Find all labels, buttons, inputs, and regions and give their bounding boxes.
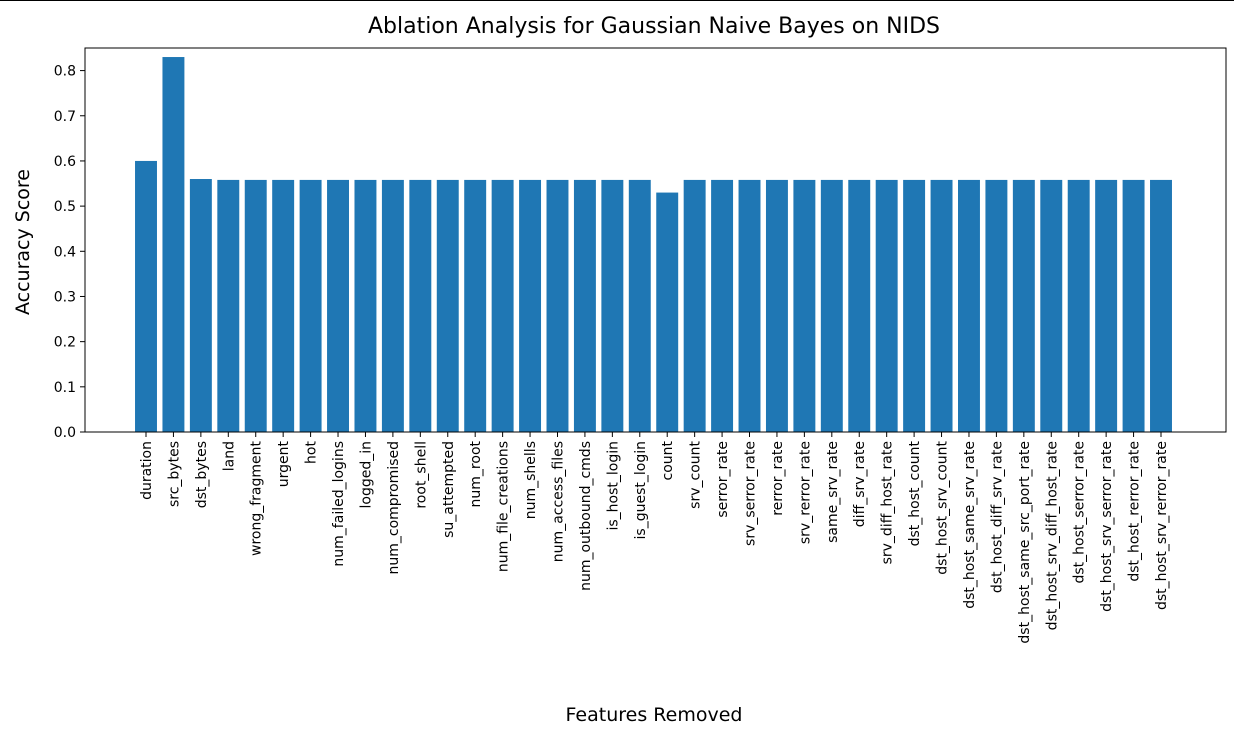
x-tick-label: num_shells xyxy=(523,441,539,519)
bar-srv-count xyxy=(683,179,706,432)
bar-count xyxy=(656,192,679,432)
x-tick-label: num_outbound_cmds xyxy=(578,441,594,591)
x-tick-label: is_guest_login xyxy=(633,441,649,539)
x-tick-label: dst_host_count xyxy=(907,440,923,546)
bar-dst-host-srv-rerror-rate xyxy=(1150,179,1172,432)
x-tick-label: num_access_files xyxy=(550,441,566,562)
bar-src-bytes xyxy=(162,57,185,433)
bar-num-outbound-cmds xyxy=(573,179,596,432)
bar-dst-host-srv-diff-host-rate xyxy=(1040,179,1063,432)
x-tick-label: num_failed_logins xyxy=(331,441,347,567)
x-tick-label: srv_diff_host_rate xyxy=(880,441,896,564)
bar-is-guest-login xyxy=(628,179,651,432)
x-tick-label: srv_count xyxy=(688,441,704,509)
x-tick-label: dst_host_same_srv_rate xyxy=(962,441,978,609)
x-axis-title: Features Removed xyxy=(566,704,743,726)
plot-frame xyxy=(84,47,1227,433)
bar-dst-host-srv-serror-rate xyxy=(1095,179,1118,432)
y-axis-title: Accuracy Score xyxy=(12,169,34,315)
x-tick-label: root_shell xyxy=(413,441,429,509)
x-tick-label: dst_host_rerror_rate xyxy=(1127,441,1143,582)
x-tick-label: num_compromised xyxy=(386,441,402,575)
bar-num-failed-logins xyxy=(327,179,349,432)
bar-srv-rerror-rate xyxy=(793,179,816,432)
x-tick-label: srv_rerror_rate xyxy=(797,441,813,544)
y-tick-label: 0.6 xyxy=(54,154,76,170)
x-tick-label: srv_serror_rate xyxy=(743,441,759,546)
x-tick-label: count xyxy=(660,440,676,480)
bar-rerror-rate xyxy=(765,179,788,432)
x-tick-label: urgent xyxy=(276,440,292,487)
y-tick-label: 0.8 xyxy=(54,64,76,80)
y-tick-label: 0.1 xyxy=(54,380,76,396)
bar-num-access-files xyxy=(546,179,569,432)
x-tick-label: src_bytes xyxy=(166,441,182,507)
x-tick-label: dst_host_srv_rerror_rate xyxy=(1154,441,1170,610)
x-tick-label: num_root xyxy=(468,440,484,507)
bar-diff-srv-rate xyxy=(848,179,871,432)
bar-srv-serror-rate xyxy=(738,179,761,432)
y-tick-label: 0.2 xyxy=(54,335,76,351)
x-tick-label: num_file_creations xyxy=(496,441,512,572)
bar-is-host-login xyxy=(601,179,624,432)
bar-su-attempted xyxy=(436,179,459,432)
x-tick-label: rerror_rate xyxy=(770,441,786,516)
bar-dst-host-count xyxy=(903,179,926,432)
x-tick-label: dst_host_same_src_port_rate xyxy=(1017,441,1033,644)
x-tick-label: dst_host_srv_diff_host_rate xyxy=(1044,441,1060,630)
plot-layer: 0.0 0.1 0.2 0.3 0.4 0.5 0.6 0.7 0.8 duration src_b… xyxy=(54,57,1172,644)
bar-duration xyxy=(135,160,157,433)
bar-num-compromised xyxy=(381,179,404,432)
y-tick-label: 0.3 xyxy=(54,289,76,305)
bar-num-shells xyxy=(519,179,542,432)
x-tick-label: land xyxy=(221,441,237,471)
y-tick-label: 0.5 xyxy=(54,199,76,215)
bar-num-root xyxy=(464,179,487,432)
x-tick-label: dst_host_diff_srv_rate xyxy=(989,441,1005,593)
bar-dst-host-same-src-port-rate xyxy=(1012,179,1035,432)
top-border-line xyxy=(0,0,1234,1)
bar-dst-host-rerror-rate xyxy=(1122,179,1145,432)
x-tick-label: logged_in xyxy=(358,441,374,509)
bar-dst-bytes xyxy=(189,179,212,432)
chart-title: Ablation Analysis for Gaussian Naive Bay… xyxy=(368,14,940,39)
bar-wrong-fragment xyxy=(244,179,267,432)
bar-dst-host-diff-srv-rate xyxy=(985,179,1008,432)
bar-root-shell xyxy=(409,179,432,432)
x-tick-label: dst_host_srv_serror_rate xyxy=(1099,441,1115,612)
x-tick-label: dst_host_srv_count xyxy=(935,440,951,574)
bar-srv-diff-host-rate xyxy=(875,179,898,432)
x-tick-label: same_srv_rate xyxy=(825,441,841,543)
x-tick-label: dst_bytes xyxy=(194,441,210,508)
y-tick-label: 0.4 xyxy=(54,244,76,260)
bar-land xyxy=(217,179,240,432)
bar-num-file-creations xyxy=(491,179,514,432)
bar-dst-host-same-srv-rate xyxy=(958,179,980,432)
y-tick-label: 0.0 xyxy=(54,425,76,441)
x-tick-label: is_host_login xyxy=(605,441,621,531)
x-tick-label: dst_host_serror_rate xyxy=(1072,441,1088,584)
y-tick-label: 0.7 xyxy=(54,109,76,125)
bar-same-srv-rate xyxy=(820,179,843,432)
bar-dst-host-serror-rate xyxy=(1067,179,1090,432)
bar-logged-in xyxy=(354,179,377,432)
bar-serror-rate xyxy=(711,179,734,432)
bar-urgent xyxy=(272,179,295,432)
bar-hot xyxy=(299,179,322,432)
x-tick-label: hot xyxy=(304,440,320,463)
bar-dst-host-srv-count xyxy=(930,179,953,432)
x-tick-label: diff_srv_rate xyxy=(852,441,868,527)
x-tick-label: su_attempted xyxy=(441,441,457,538)
x-tick-label: duration xyxy=(139,441,155,500)
x-tick-label: wrong_fragment xyxy=(249,441,265,556)
x-tick-label: serror_rate xyxy=(715,441,731,518)
